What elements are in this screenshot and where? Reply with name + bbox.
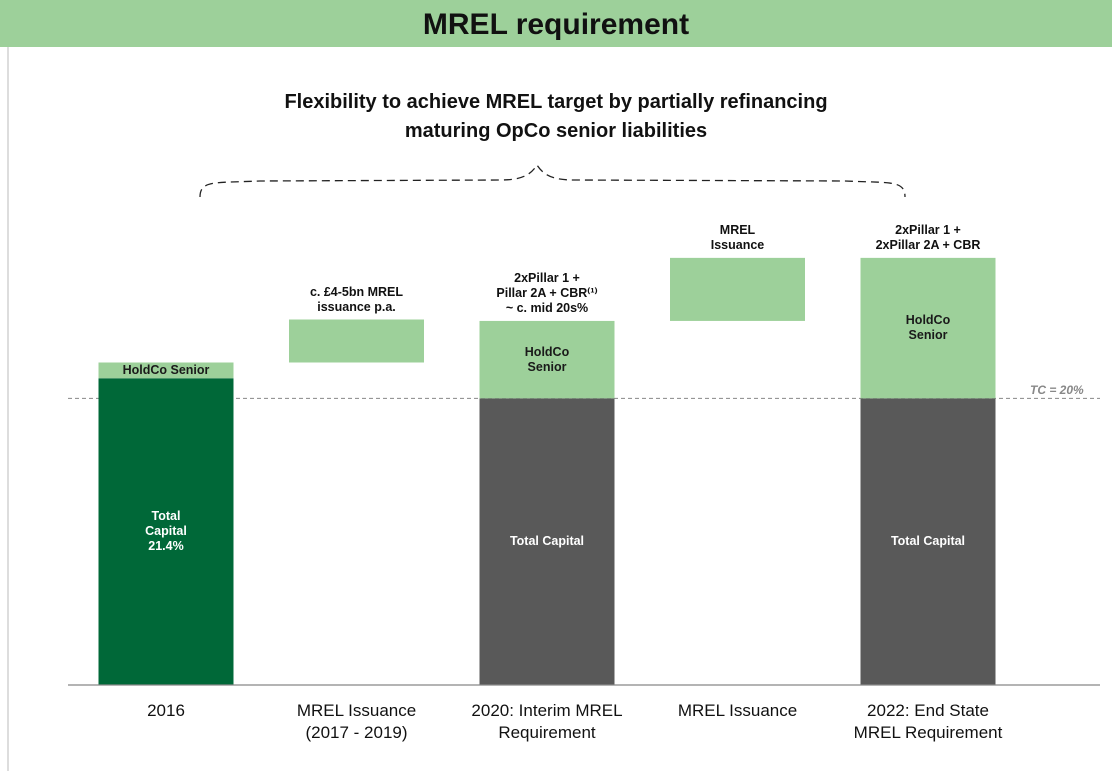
bar (860, 398, 996, 685)
bar-label-line: HoldCo Senior (524, 344, 570, 374)
bar-label-line: Total Capital (509, 534, 585, 549)
x-tick-label-line: 2016 (147, 701, 185, 720)
subtitle-line: Flexibility to achieve MREL target by pa… (284, 91, 828, 113)
x-tick-label-line: (2017 - 2019) (305, 723, 408, 742)
x-tick-label: 2020: Interim MREL Requirement (452, 700, 642, 744)
annotation-line: 2xPillar 2A + CBR (875, 237, 981, 252)
bar (860, 257, 996, 399)
bar-label-line: Total Capital (145, 509, 187, 539)
x-tick-label-line: MREL Issuance (677, 701, 798, 720)
reference-label: TC = 20% (1030, 383, 1084, 398)
bar-label: Total Capital 21.4% (136, 509, 196, 554)
x-tick-label-line: MREL Issuance (296, 701, 417, 720)
bar-label: HoldCo Senior (893, 313, 963, 343)
x-tick-label-line: 2022: End State (867, 701, 989, 720)
bar-label: Total Capital (868, 534, 988, 549)
bar-label-line: 21.4% (148, 539, 184, 554)
bar-label: Total Capital (487, 534, 607, 549)
x-tick-label-line: 2020: Interim MREL (471, 701, 623, 720)
annotation: 2xPillar 1 + Pillar 2A + CBR⁽¹⁾ ~ c. mid 2… (467, 271, 627, 316)
bar-label-line: HoldCo Senior (122, 362, 210, 377)
annotation-line: issuance p.a. (317, 299, 396, 314)
brace (199, 163, 906, 198)
annotation-line: Issuance (710, 237, 765, 252)
x-tick-label: 2022: End State MREL Requirement (833, 700, 1023, 744)
annotation-line: Pillar 2A + CBR⁽¹⁾ (496, 285, 598, 300)
x-tick-label-line: MREL Requirement (853, 723, 1003, 742)
x-tick-label: 2016 (71, 700, 261, 722)
x-tick-label: MREL Issuance (643, 700, 833, 722)
subtitle: Flexibility to achieve MREL target by pa… (0, 88, 1112, 146)
annotation: c. £4-5bn MREL issuance p.a. (277, 285, 437, 315)
bar-label-line: Total Capital (890, 534, 966, 549)
bar-label: HoldCo Senior (512, 345, 582, 375)
bar-label: HoldCo Senior (101, 363, 231, 378)
annotation-line: 2xPillar 1 + (895, 222, 961, 237)
bar (98, 378, 234, 685)
bar (98, 362, 234, 379)
x-tick-label: MREL Issuance (2017 - 2019) (262, 700, 452, 744)
bar (479, 398, 615, 685)
chart-title: MREL requirement (0, 0, 1112, 47)
annotation-line: 2xPillar 1 + (514, 270, 580, 285)
annotation-line: ~ c. mid 20s% (505, 300, 589, 315)
bar (479, 320, 615, 399)
bar (289, 319, 424, 363)
annotation-line: c. £4-5bn MREL (309, 284, 404, 299)
x-tick-label-line: Requirement (498, 723, 596, 742)
bar-label-line: HoldCo Senior (905, 313, 951, 343)
subtitle-line: maturing OpCo senior liabilities (404, 120, 708, 142)
annotation: MREL Issuance (658, 223, 818, 253)
annotation-line: MREL (719, 222, 756, 237)
annotation: 2xPillar 1 +2xPillar 2A + CBR (848, 223, 1008, 253)
bar (670, 257, 805, 321)
